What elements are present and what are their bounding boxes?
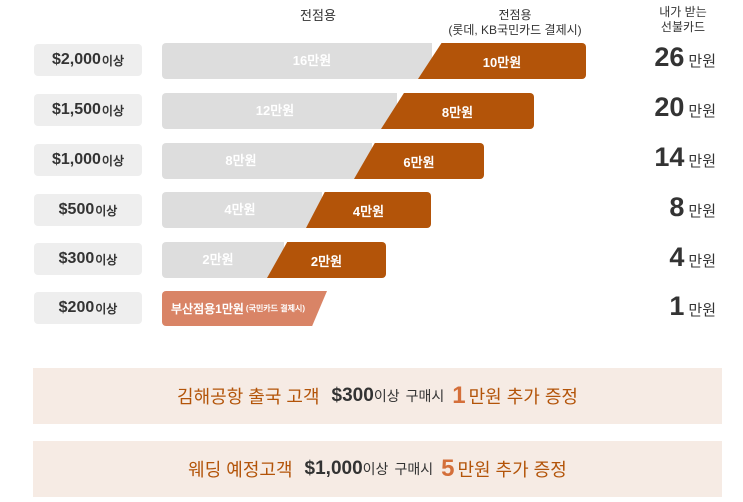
bar-300: 2만원 2만원: [162, 242, 386, 278]
gift-total-500: 8 만원: [669, 192, 716, 223]
bar-card-segment: 4만원: [306, 192, 431, 228]
bar-base-label: 12만원: [255, 103, 295, 118]
bar-base-label: 8만원: [225, 153, 257, 168]
header-card-payment: 전점용 (롯데, KB국민카드 결제시): [430, 8, 600, 38]
gift-number: 14: [654, 142, 685, 172]
bar-card-label: 8만원: [441, 104, 474, 120]
bar-base-segment: 2만원: [162, 242, 284, 278]
bar-card-segment: 6만원: [354, 143, 484, 179]
bar-base-segment: 4만원: [162, 192, 322, 228]
bar-base-label: 16만원: [292, 53, 332, 68]
bar-base-segment: 12만원: [162, 93, 397, 129]
bar-card-segment: 10만원: [418, 43, 586, 79]
bar-1500: 12만원 8만원: [162, 93, 534, 129]
gift-number: 1: [669, 291, 685, 321]
banner-wedding: 웨딩 예정고객 $1,000 이상 구매시 5 만원 추가 증정: [33, 441, 722, 497]
header-card-payment-line2: (롯데, KB국민카드 결제시): [448, 23, 582, 37]
bar-1000: 8만원 6만원: [162, 143, 484, 179]
tier-500: $500 이상: [34, 194, 142, 226]
banner-amount: $1,000: [304, 458, 363, 479]
gift-total-1000: 14 만원: [654, 142, 716, 173]
gift-unit: 만원: [688, 53, 716, 70]
header-received-card-line2: 선불카드: [660, 20, 706, 34]
banner-buy: 구매시: [394, 461, 434, 477]
bar-card-label: 4만원: [352, 203, 385, 219]
gift-unit: 만원: [688, 253, 716, 270]
tier-suffix: 이상: [101, 53, 125, 68]
tier-amount: $1,000: [51, 151, 101, 168]
tier-1000: $1,000 이상: [34, 144, 142, 176]
gift-unit: 만원: [688, 302, 716, 319]
bar-500: 4만원 4만원: [162, 192, 431, 228]
header-all-stores: 전점용: [300, 8, 336, 23]
banner-buy: 구매시: [405, 388, 445, 404]
tier-amount: $2,000: [51, 51, 101, 68]
tier-amount: $200: [58, 299, 95, 316]
bar-base-segment: 8만원: [162, 143, 372, 179]
banner-suffix: 이상: [362, 461, 389, 477]
gift-total-200: 1 만원: [669, 291, 716, 322]
header-card-payment-line1: 전점용: [498, 8, 532, 22]
bar-base-label: 4만원: [224, 202, 256, 217]
special-label: 부산점용1만원: [171, 302, 244, 316]
gift-total-300: 4 만원: [669, 242, 716, 273]
tier-1500: $1,500 이상: [34, 94, 142, 126]
bar-card-label: 6만원: [403, 154, 435, 170]
bar-card-label: 2만원: [310, 253, 343, 269]
banner-big-number: 1: [452, 382, 466, 409]
bar-card-segment: 8만원: [381, 93, 534, 129]
tier-amount: $300: [58, 250, 95, 267]
tier-suffix: 이상: [95, 301, 118, 316]
header-received-card: 내가 받는 선불카드: [638, 5, 728, 35]
tier-suffix: 이상: [101, 103, 125, 118]
banner-suffix: 이상: [373, 388, 400, 404]
special-note: (국민카드 결제시): [245, 304, 305, 313]
gift-number: 8: [669, 192, 685, 222]
gift-number: 26: [654, 42, 685, 72]
banner-big-number: 5: [441, 455, 455, 482]
tier-amount: $1,500: [51, 101, 101, 118]
tier-amount: $500: [58, 201, 95, 218]
bar-card-label: 10만원: [482, 54, 522, 70]
gift-total-2000: 26 만원: [654, 42, 716, 73]
gift-unit: 만원: [688, 103, 716, 120]
banner-amount: $300: [331, 385, 374, 406]
bar-200-busan-special: 부산점용1만원 (국민카드 결제시): [162, 291, 327, 326]
bar-2000: 16만원 10만원: [162, 43, 586, 79]
bar-base-label: 2만원: [202, 252, 234, 267]
tier-suffix: 이상: [101, 153, 125, 168]
banner-gimhae-airport: 김해공항 출국 고객 $300 이상 구매시 1 만원 추가 증정: [33, 368, 722, 424]
bar-card-segment: 2만원: [267, 242, 386, 278]
banner-rest: 만원 추가 증정: [457, 460, 567, 480]
tier-suffix: 이상: [95, 252, 118, 267]
banner-label: 웨딩 예정고객: [188, 460, 293, 480]
gift-total-1500: 20 만원: [654, 92, 716, 123]
banner-rest: 만원 추가 증정: [468, 387, 578, 407]
gift-unit: 만원: [688, 153, 716, 170]
header-received-card-line1: 내가 받는: [659, 5, 707, 19]
tier-suffix: 이상: [95, 203, 118, 218]
tier-2000: $2,000 이상: [34, 44, 142, 76]
tier-300: $300 이상: [34, 243, 142, 275]
banner-label: 김해공항 출국 고객: [177, 387, 320, 407]
bar-base-segment: 16만원: [162, 43, 432, 79]
tier-200: $200 이상: [34, 292, 142, 324]
gift-unit: 만원: [688, 203, 716, 220]
gift-number: 4: [669, 242, 685, 272]
gift-number: 20: [654, 92, 685, 122]
